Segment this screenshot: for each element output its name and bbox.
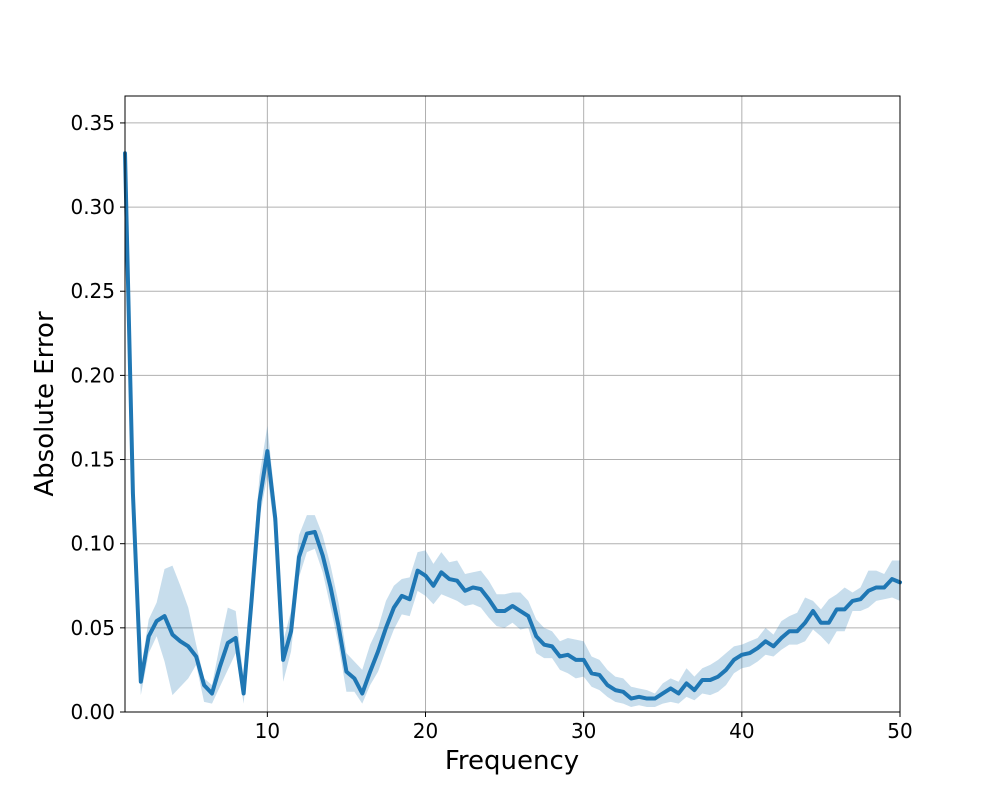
y-tick-label: 0.10 xyxy=(70,532,115,556)
series-line xyxy=(123,151,902,701)
x-tick-label: 30 xyxy=(571,719,596,743)
x-axis-ticks: 10 20 30 40 50 xyxy=(255,712,913,743)
y-tick-label: 0.35 xyxy=(70,111,115,135)
error-band-layer xyxy=(125,148,900,707)
x-axis-title: Frequency xyxy=(445,746,579,776)
y-tick-label: 0.30 xyxy=(70,195,115,219)
y-tick-label: 0.25 xyxy=(70,279,115,303)
y-axis-ticks: 0.00 0.05 0.10 0.15 0.20 0.25 0.30 0.35 xyxy=(70,111,125,724)
series-line-layer xyxy=(123,151,902,701)
plot-frame xyxy=(124,95,901,713)
y-tick-label: 0.00 xyxy=(70,700,115,724)
y-axis-title: Absolute Error xyxy=(30,311,60,497)
confidence-band xyxy=(125,148,900,707)
x-tick-label: 20 xyxy=(413,719,438,743)
y-tick-label: 0.15 xyxy=(70,448,115,472)
y-tick-label: 0.05 xyxy=(70,616,115,640)
x-tick-label: 40 xyxy=(729,719,754,743)
x-tick-label: 10 xyxy=(255,719,280,743)
x-tick-label: 50 xyxy=(887,719,912,743)
y-tick-label: 0.20 xyxy=(70,363,115,387)
